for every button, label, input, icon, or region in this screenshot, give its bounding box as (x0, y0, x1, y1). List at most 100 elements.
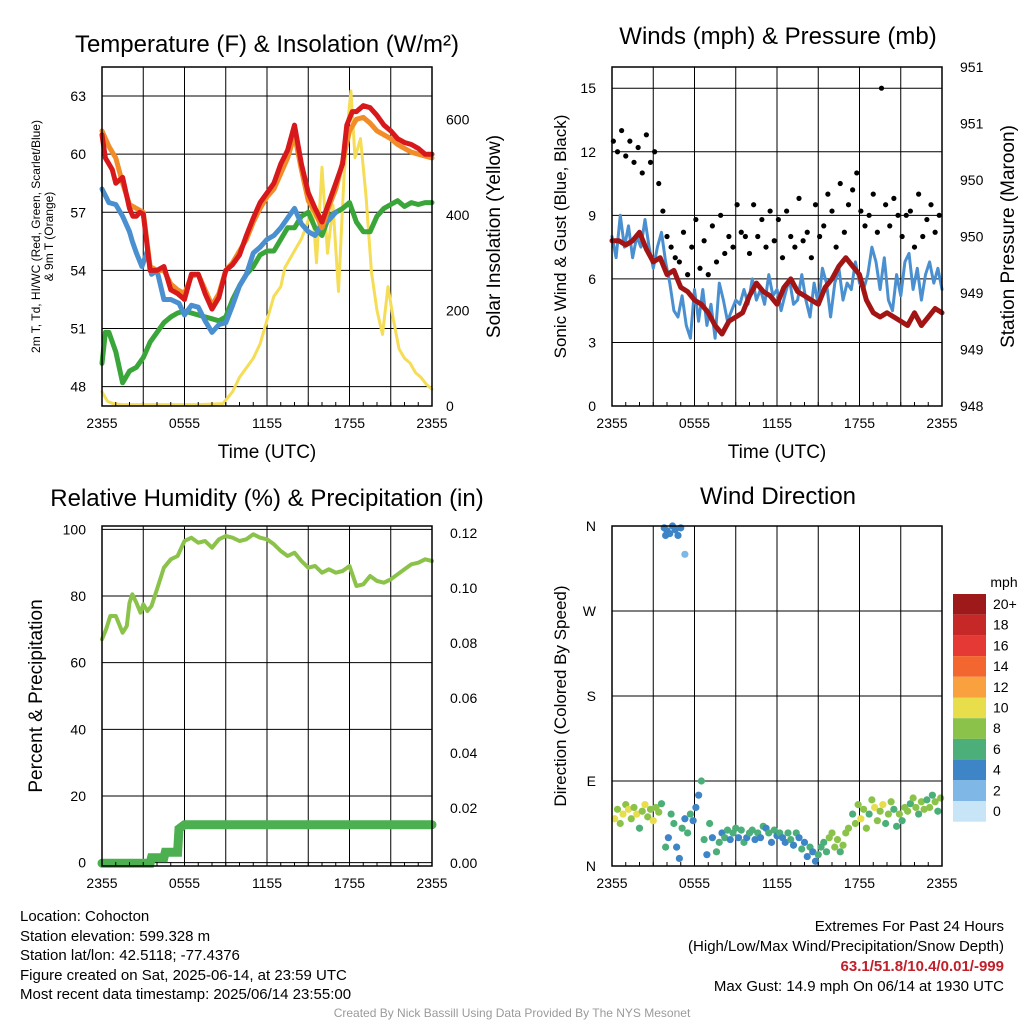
direction-point (898, 817, 906, 825)
wind_direction-title: Wind Direction (700, 483, 856, 510)
direction-point (887, 798, 895, 806)
legend-label: 6 (993, 741, 1001, 757)
direction-point (931, 798, 939, 806)
direction-point (920, 805, 928, 813)
humidity-x-tick-label: 2355 (416, 875, 447, 891)
direction-point (666, 529, 674, 538)
humidity-x-tick-label: 2355 (86, 875, 117, 891)
legend-label: 0 (993, 803, 1001, 819)
temp-y-tick-label: 57 (70, 204, 86, 220)
gust-point (685, 272, 691, 278)
direction-point (689, 817, 697, 825)
pressure-y-tick-label: 950 (960, 229, 984, 245)
series-solar (100, 89, 434, 407)
gust-point (755, 233, 761, 240)
direction-point (673, 843, 681, 851)
gust-point (812, 202, 819, 208)
direction-point (695, 791, 703, 799)
solar-y-tick-label: 600 (446, 112, 470, 128)
gust-point (705, 272, 711, 278)
series-wind_chill (99, 186, 339, 335)
gust-point (614, 149, 621, 155)
extremes-legend: (High/Low/Max Wind/Precipitation/Snow De… (688, 938, 1004, 955)
gust-point (668, 244, 674, 250)
humidity-x-tick-label: 1155 (252, 875, 282, 891)
gust-point (850, 187, 856, 193)
humidity-title: Relative Humidity (%) & Precipitation (i… (50, 485, 483, 512)
gust-point (652, 149, 658, 155)
direction-point (871, 803, 879, 812)
direction-point (692, 803, 700, 812)
gust-point (895, 212, 901, 218)
direction-point (734, 834, 743, 842)
wind_direction-x-tick-label: 1755 (844, 875, 875, 891)
legend-swatch (953, 656, 986, 677)
precip-y-tick-label: 0.10 (450, 580, 477, 596)
direction-point (839, 841, 847, 849)
direction-y-tick-label: S (587, 688, 596, 704)
direction-point (646, 805, 655, 813)
legend-swatch (953, 738, 986, 760)
pressure-y-tick-label: 951 (960, 59, 984, 75)
direction-point (937, 794, 945, 802)
direction-point (789, 841, 798, 849)
gust-point (718, 212, 724, 218)
direction-point (882, 819, 890, 828)
direction-point (671, 526, 679, 534)
gust-point (631, 159, 637, 165)
gust-point (792, 244, 798, 250)
direction-point (737, 826, 745, 834)
direction-point (723, 826, 732, 834)
legend-title: mph (990, 574, 1017, 590)
gust-point (701, 238, 707, 244)
gust-point (887, 223, 893, 229)
gust-point (833, 244, 839, 250)
solar-y-label: Solar Insolation (Yellow) (484, 135, 505, 338)
winds-x-tick-label: 1155 (762, 415, 792, 431)
created-text: Figure created on Sat, 2025-06-14, at 23… (20, 966, 347, 984)
pressure-y-label: Station Pressure (Maroon) (998, 125, 1019, 348)
direction-point (708, 834, 716, 842)
series-rh (100, 532, 434, 642)
gust-point (623, 153, 629, 159)
gust-point (730, 244, 736, 250)
recent-data-text: Most recent data timestamp: 2025/06/14 2… (20, 986, 352, 1003)
gust-point (693, 216, 699, 223)
direction-y-tick-label: N (586, 518, 596, 534)
elevation-text: Station elevation: 599.328 m (20, 927, 211, 945)
direction-point (756, 834, 765, 842)
precip-y-tick-label: 0.12 (450, 525, 477, 541)
direction-point (765, 829, 773, 837)
gust-point (878, 85, 885, 91)
rh-y-tick-label: 60 (70, 655, 86, 671)
wind-y-tick-label: 3 (588, 334, 596, 350)
rh-y-label: Percent & Precipitation (26, 599, 47, 792)
legend-swatch (953, 697, 986, 719)
gust-point (874, 229, 880, 235)
direction-point (857, 815, 865, 823)
series-precip (97, 820, 437, 868)
direction-point (657, 800, 666, 808)
direction-point (697, 777, 705, 785)
direction-point (678, 824, 686, 832)
pressure-y-tick-label: 949 (960, 285, 984, 301)
pressure-y-tick-label: 948 (960, 398, 984, 414)
legend-swatch (953, 614, 986, 636)
direction-point (715, 838, 723, 846)
direction-point (795, 834, 803, 842)
gust-point (866, 212, 872, 218)
gust-point (746, 250, 753, 257)
wind-y-tick-label: 6 (588, 271, 596, 287)
direction-point (655, 808, 663, 816)
legend-swatch (953, 759, 986, 781)
wind_direction-x-tick-label: 2355 (926, 875, 957, 891)
direction-point (667, 810, 675, 818)
direction-point (934, 807, 942, 815)
direction-point (681, 550, 689, 558)
gust-point (763, 244, 769, 250)
gust-point (676, 259, 682, 265)
direction-point (912, 803, 920, 812)
direction-point (732, 824, 740, 832)
gust-point (858, 208, 864, 214)
